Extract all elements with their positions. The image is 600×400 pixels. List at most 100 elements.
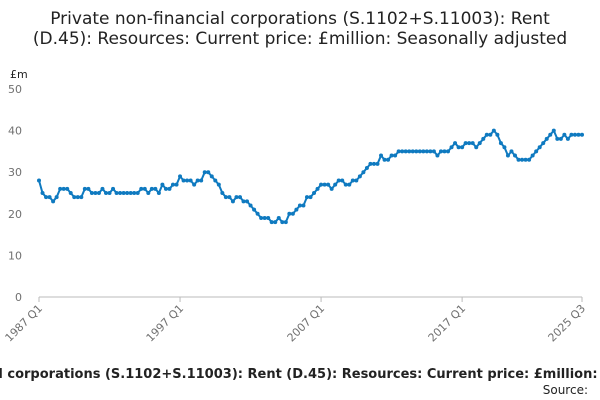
data-point (220, 191, 225, 195)
data-point (534, 149, 539, 154)
data-point (537, 145, 542, 150)
data-point (498, 141, 503, 146)
data-point (382, 157, 387, 162)
data-point (156, 191, 161, 195)
data-point (565, 136, 570, 141)
data-point (484, 132, 489, 137)
data-point (368, 161, 373, 166)
data-point (79, 195, 84, 200)
data-point (125, 191, 130, 195)
x-tick-label: 1997 Q1 (144, 302, 187, 345)
data-point (513, 153, 518, 158)
data-point (209, 174, 214, 179)
data-point (195, 178, 200, 183)
data-point (167, 186, 172, 191)
data-point (185, 178, 190, 183)
data-point (329, 186, 334, 191)
data-point (132, 191, 137, 195)
x-tick-label: 2007 Q1 (285, 302, 328, 345)
data-point (558, 136, 563, 141)
data-point (424, 149, 429, 154)
data-point (297, 203, 302, 208)
data-point (139, 186, 144, 191)
data-point (431, 149, 436, 154)
data-point (248, 203, 253, 208)
data-point (463, 141, 468, 146)
data-point (202, 170, 207, 175)
data-point (82, 186, 87, 191)
data-point (326, 182, 331, 187)
data-point (118, 191, 123, 195)
data-point (269, 220, 274, 225)
y-tick-label: 30 (8, 166, 22, 179)
data-point (477, 141, 482, 146)
data-point (340, 178, 345, 183)
data-point (47, 195, 52, 200)
data-point (301, 203, 306, 208)
data-point (146, 191, 151, 195)
data-point (160, 182, 165, 187)
source-label: Source: (543, 383, 588, 397)
data-point (315, 186, 320, 191)
data-point (262, 215, 267, 220)
data-point (516, 157, 521, 162)
data-point (308, 195, 313, 200)
data-point (495, 132, 500, 137)
data-point (509, 149, 514, 154)
data-point (252, 207, 257, 212)
data-point (576, 132, 581, 137)
data-point (312, 191, 317, 195)
data-point (72, 195, 77, 200)
data-point (163, 186, 168, 191)
data-point (357, 174, 362, 179)
data-point (178, 174, 183, 179)
data-point (237, 195, 242, 200)
data-point (213, 178, 218, 183)
data-point (192, 182, 197, 187)
y-tick-label: 0 (15, 291, 22, 304)
data-point (65, 186, 70, 191)
data-point (174, 182, 179, 187)
data-point (580, 132, 584, 137)
data-point (456, 145, 461, 150)
data-point (491, 128, 496, 133)
data-point (58, 186, 63, 191)
data-point (333, 182, 338, 187)
data-point (199, 178, 204, 183)
data-point (290, 211, 295, 216)
y-tick-label: 50 (8, 83, 22, 96)
y-tick-label: 20 (8, 208, 22, 221)
data-point (527, 157, 532, 162)
data-point (530, 153, 535, 158)
data-point (51, 199, 56, 204)
data-point (234, 195, 239, 200)
data-point (361, 170, 366, 175)
data-point (93, 191, 98, 195)
data-point (371, 161, 376, 166)
data-point (266, 215, 271, 220)
data-point (170, 182, 175, 187)
data-point (467, 141, 472, 146)
data-point (280, 220, 285, 225)
data-point (417, 149, 422, 154)
data-point (407, 149, 412, 154)
data-point (551, 128, 556, 133)
data-point (54, 195, 59, 200)
data-point (569, 132, 574, 137)
data-point (241, 199, 246, 204)
data-point (100, 186, 105, 191)
data-point (287, 211, 292, 216)
data-point (389, 153, 394, 158)
data-point (393, 153, 398, 158)
data-point (364, 166, 369, 171)
data-point (96, 191, 101, 195)
data-point (294, 207, 299, 212)
data-point (428, 149, 433, 154)
data-point (37, 178, 41, 183)
data-point (142, 186, 147, 191)
footer-title: Private non-financial corporations (S.11… (0, 367, 600, 382)
data-point (379, 153, 384, 158)
data-point (44, 195, 49, 200)
